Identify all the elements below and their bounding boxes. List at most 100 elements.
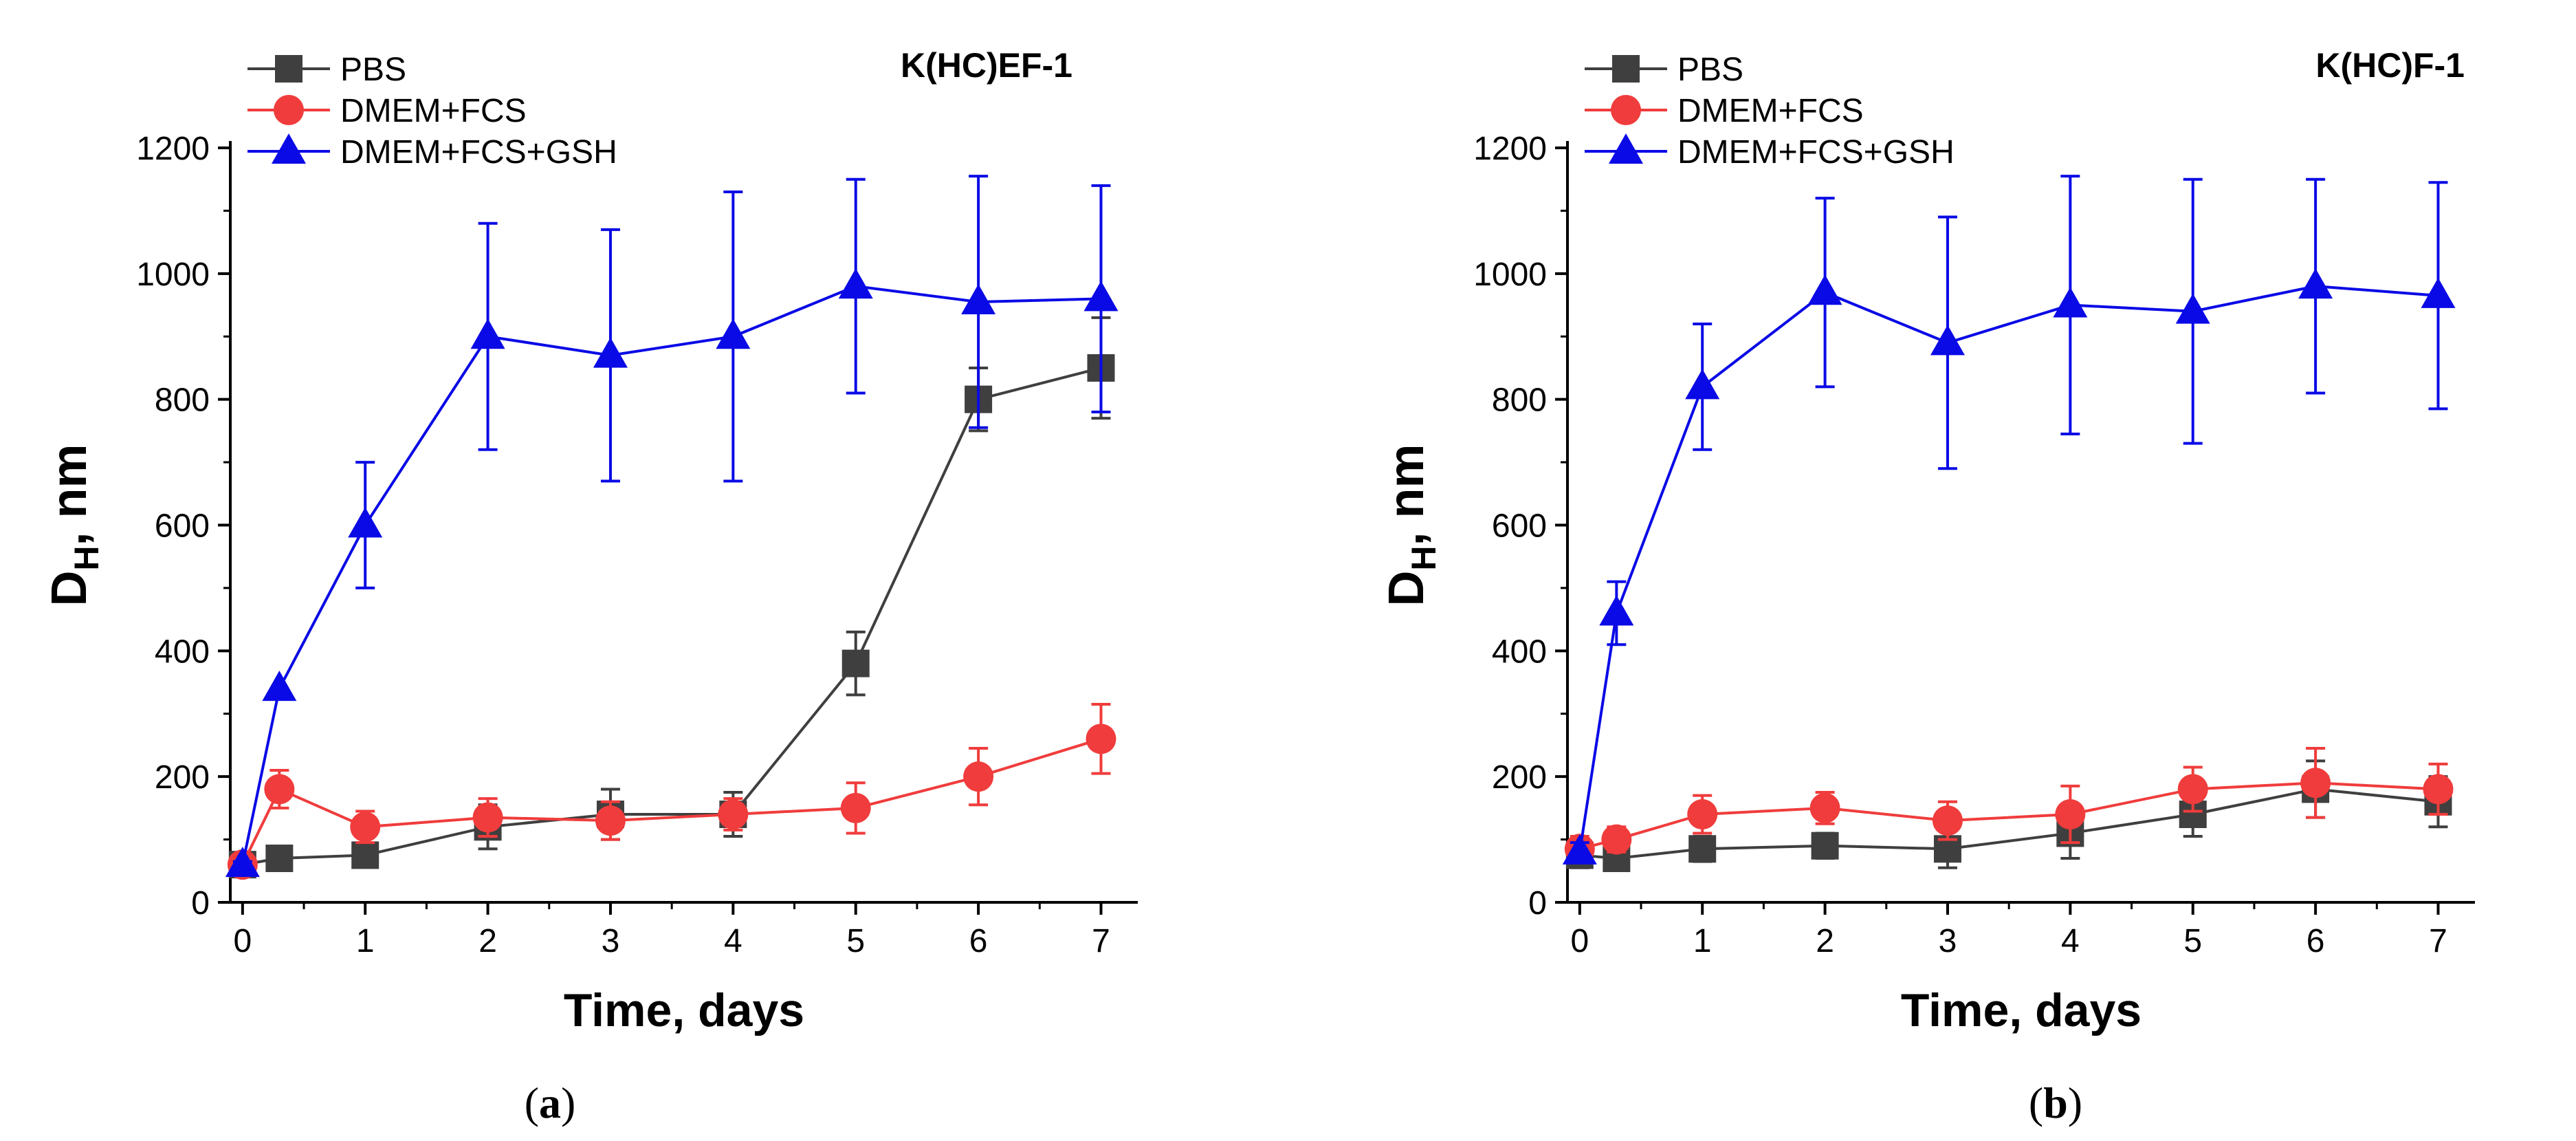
legend-marker (1612, 55, 1640, 83)
legend-marker (272, 133, 306, 164)
legend-entry-dmem-fcs-gsh: DMEM+FCS+GSH (1585, 133, 1955, 171)
legend-entry-dmem-fcs-gsh: DMEM+FCS+GSH (247, 133, 617, 171)
x-tick-label: 3 (1939, 923, 1957, 959)
data-point-dmem-fcs-gsh (262, 671, 297, 702)
data-point-dmem-fcs-gsh (225, 847, 260, 878)
data-point-dmem-fcs (1932, 805, 1963, 836)
data-point-dmem-fcs-gsh (1685, 369, 1720, 400)
data-point-dmem-fcs-gsh (2053, 287, 2088, 318)
series-pbs (228, 316, 1115, 879)
data-point-pbs (1811, 832, 1839, 860)
x-tick-label: 3 (602, 923, 620, 959)
data-point-dmem-fcs (840, 792, 871, 823)
legend-marker (275, 55, 302, 83)
x-tick-label: 4 (724, 923, 742, 959)
y-tick-label: 1000 (1473, 257, 1547, 293)
x-tick-label: 6 (2307, 923, 2325, 959)
legend-entry-pbs: PBS (247, 52, 406, 88)
panel-title: K(HC)F-1 (2315, 46, 2465, 85)
legend-label: PBS (340, 52, 406, 88)
y-tick-label: 200 (155, 759, 210, 796)
data-point-dmem-fcs (2055, 799, 2086, 830)
x-axis-title: Time, days (564, 984, 804, 1036)
legend-label: DMEM+FCS (340, 93, 527, 129)
panel-caption: (b) (2029, 1078, 2082, 1127)
y-axis-title: DH, nm (1379, 444, 1443, 606)
series-dmem-fcs-gsh (1562, 175, 2456, 865)
data-point-dmem-fcs-gsh (1562, 834, 1597, 865)
data-point-dmem-fcs-gsh (1807, 274, 1842, 305)
data-point-dmem-fcs-gsh (961, 283, 996, 314)
y-tick-label: 0 (1528, 885, 1547, 922)
y-tick-label: 800 (1492, 382, 1547, 419)
data-point-dmem-fcs (1086, 724, 1116, 754)
data-point-dmem-fcs-gsh (2175, 293, 2210, 324)
data-point-dmem-fcs-gsh (1599, 595, 1634, 626)
caption-open-paren: ( (525, 1078, 539, 1127)
legend-label: DMEM+FCS+GSH (340, 134, 617, 171)
x-tick-label: 2 (478, 923, 497, 959)
x-tick-label: 2 (1816, 923, 1834, 959)
y-axis-title-main: D (1379, 571, 1434, 607)
data-point-dmem-fcs (1809, 792, 1840, 823)
data-point-dmem-fcs (1687, 799, 1718, 830)
y-axis-title-unit: , nm (1379, 444, 1434, 545)
caption-letter: a (539, 1078, 561, 1127)
y-tick-label: 1200 (1473, 131, 1547, 167)
x-tick-label: 7 (1092, 923, 1110, 959)
y-tick-label: 400 (1492, 633, 1547, 670)
data-point-dmem-fcs-gsh (2298, 268, 2333, 299)
series-line-dmem-fcs-gsh (1578, 285, 2439, 853)
legend-label: DMEM+FCS (1677, 93, 1864, 129)
y-tick-label: 1000 (136, 257, 210, 293)
y-tick-label: 600 (155, 508, 210, 545)
legend-label: DMEM+FCS+GSH (1677, 134, 1955, 171)
legend-entry-dmem-fcs: DMEM+FCS (1585, 93, 1864, 129)
data-point-dmem-fcs (2177, 774, 2208, 805)
x-tick-label: 0 (233, 923, 252, 959)
x-tick-label: 4 (2061, 923, 2080, 959)
data-point-dmem-fcs (718, 799, 749, 830)
series-dmem-fcs (227, 703, 1116, 880)
x-tick-label: 1 (1693, 923, 1712, 959)
x-tick-label: 5 (2183, 923, 2202, 959)
y-axis-title-main: D (42, 571, 97, 607)
data-point-dmem-fcs-gsh (716, 318, 751, 349)
x-tick-label: 1 (356, 923, 375, 959)
legend-entry-dmem-fcs: DMEM+FCS (247, 93, 527, 129)
y-axis-title-subscript: H (67, 545, 106, 570)
legend-label: PBS (1677, 52, 1743, 88)
legend-marker (1609, 133, 1643, 164)
y-axis-title: DH, nm (42, 444, 106, 606)
data-point-pbs (351, 841, 379, 869)
x-axis-title: Time, days (1901, 984, 2142, 1036)
data-point-dmem-fcs-gsh (470, 318, 505, 349)
data-point-dmem-fcs (595, 805, 626, 836)
data-point-dmem-fcs (1601, 824, 1632, 855)
panel-title: K(HC)EF-1 (901, 46, 1072, 85)
data-point-dmem-fcs (2423, 774, 2454, 805)
data-point-dmem-fcs-gsh (593, 337, 628, 368)
data-point-dmem-fcs (350, 812, 381, 843)
x-tick-label: 7 (2429, 923, 2447, 959)
data-point-dmem-fcs (264, 774, 295, 805)
caption-close-paren: ) (2068, 1078, 2082, 1127)
panel-b: 0 200 400 600 800 1000 1200 0 1 2 3 4 5 6 7 Time, days D… (1379, 46, 2475, 1127)
data-point-dmem-fcs (2300, 768, 2331, 798)
data-point-dmem-fcs-gsh (1930, 325, 1965, 356)
caption-close-paren: ) (561, 1078, 575, 1127)
data-point-dmem-fcs (472, 802, 503, 833)
panel-caption: (a) (525, 1078, 576, 1127)
caption-open-paren: ( (2029, 1078, 2043, 1127)
y-tick-label: 0 (191, 885, 210, 922)
legend-entry-pbs: PBS (1585, 52, 1743, 88)
data-point-pbs (841, 649, 870, 677)
y-axis-title-unit: , nm (42, 444, 97, 545)
panel-a: 0 200 400 600 800 1000 1200 0 1 2 3 4 5 6 7 Time, days D… (42, 46, 1138, 1127)
data-point-dmem-fcs (963, 761, 994, 792)
legend-marker (274, 95, 304, 125)
series-dmem-fcs-gsh (225, 175, 1119, 878)
x-tick-label: 0 (1570, 923, 1589, 959)
data-point-dmem-fcs-gsh (348, 507, 383, 538)
